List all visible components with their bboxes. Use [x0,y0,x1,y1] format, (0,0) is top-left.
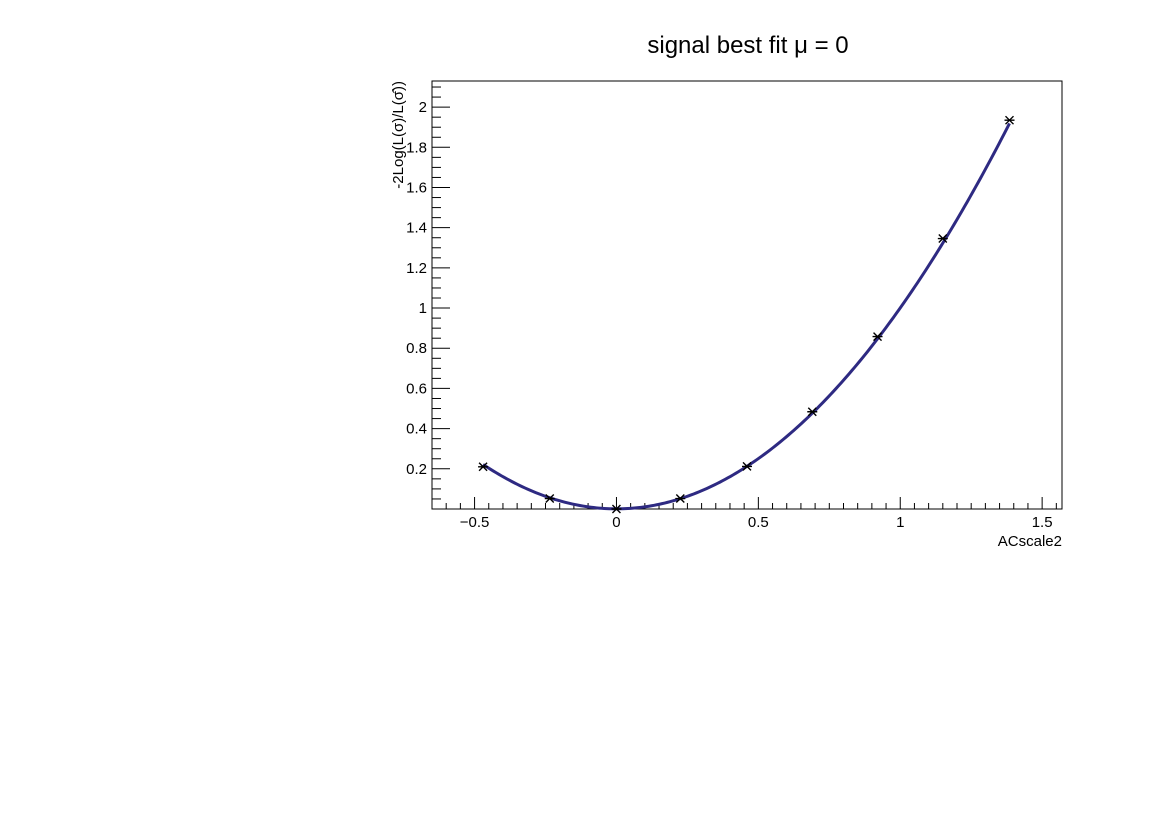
data-point [1004,115,1015,125]
x-axis-title: ACscale2 [998,533,1062,550]
x-axis: −0.5 0 0.5 1 1.5 [431,497,1057,531]
y-tick-label: 0.4 [406,421,427,438]
data-point [611,504,622,514]
y-tick-label: 0.8 [406,340,427,357]
y-tick-label: 0.2 [406,461,427,478]
y-axis: 0.2 0.4 0.6 0.8 1 1.2 1.4 1.6 1.8 2 [406,86,450,500]
y-tick-label: 1 [419,300,427,317]
data-point [937,234,948,244]
x-tick-label: −0.5 [460,514,490,531]
fit-curve [482,122,1011,511]
data-point [742,461,752,471]
y-axis-title: -2Log(L(σ)/L(σ̂)) [390,81,407,189]
y-tick-label: 1.8 [406,139,427,156]
y-tick-label: 1.6 [406,179,427,196]
data-point [872,332,883,342]
y-tick-label: 1.4 [406,220,427,237]
y-tick-label: 1.2 [406,260,427,277]
x-tick-label: 1 [896,514,904,531]
x-tick-label: 0.5 [748,514,769,531]
data-point [544,494,555,504]
y-tick-label: 2 [419,99,427,116]
data-point [478,462,489,472]
y-tick-label: 0.6 [406,380,427,397]
series-layer [478,115,1015,514]
data-point [675,494,686,504]
chart-title: signal best fit μ = 0 [647,32,848,59]
plot-frame [431,80,1063,510]
x-tick-label: 1.5 [1032,514,1053,531]
data-point [807,407,818,417]
x-tick-label: 0 [612,514,620,531]
